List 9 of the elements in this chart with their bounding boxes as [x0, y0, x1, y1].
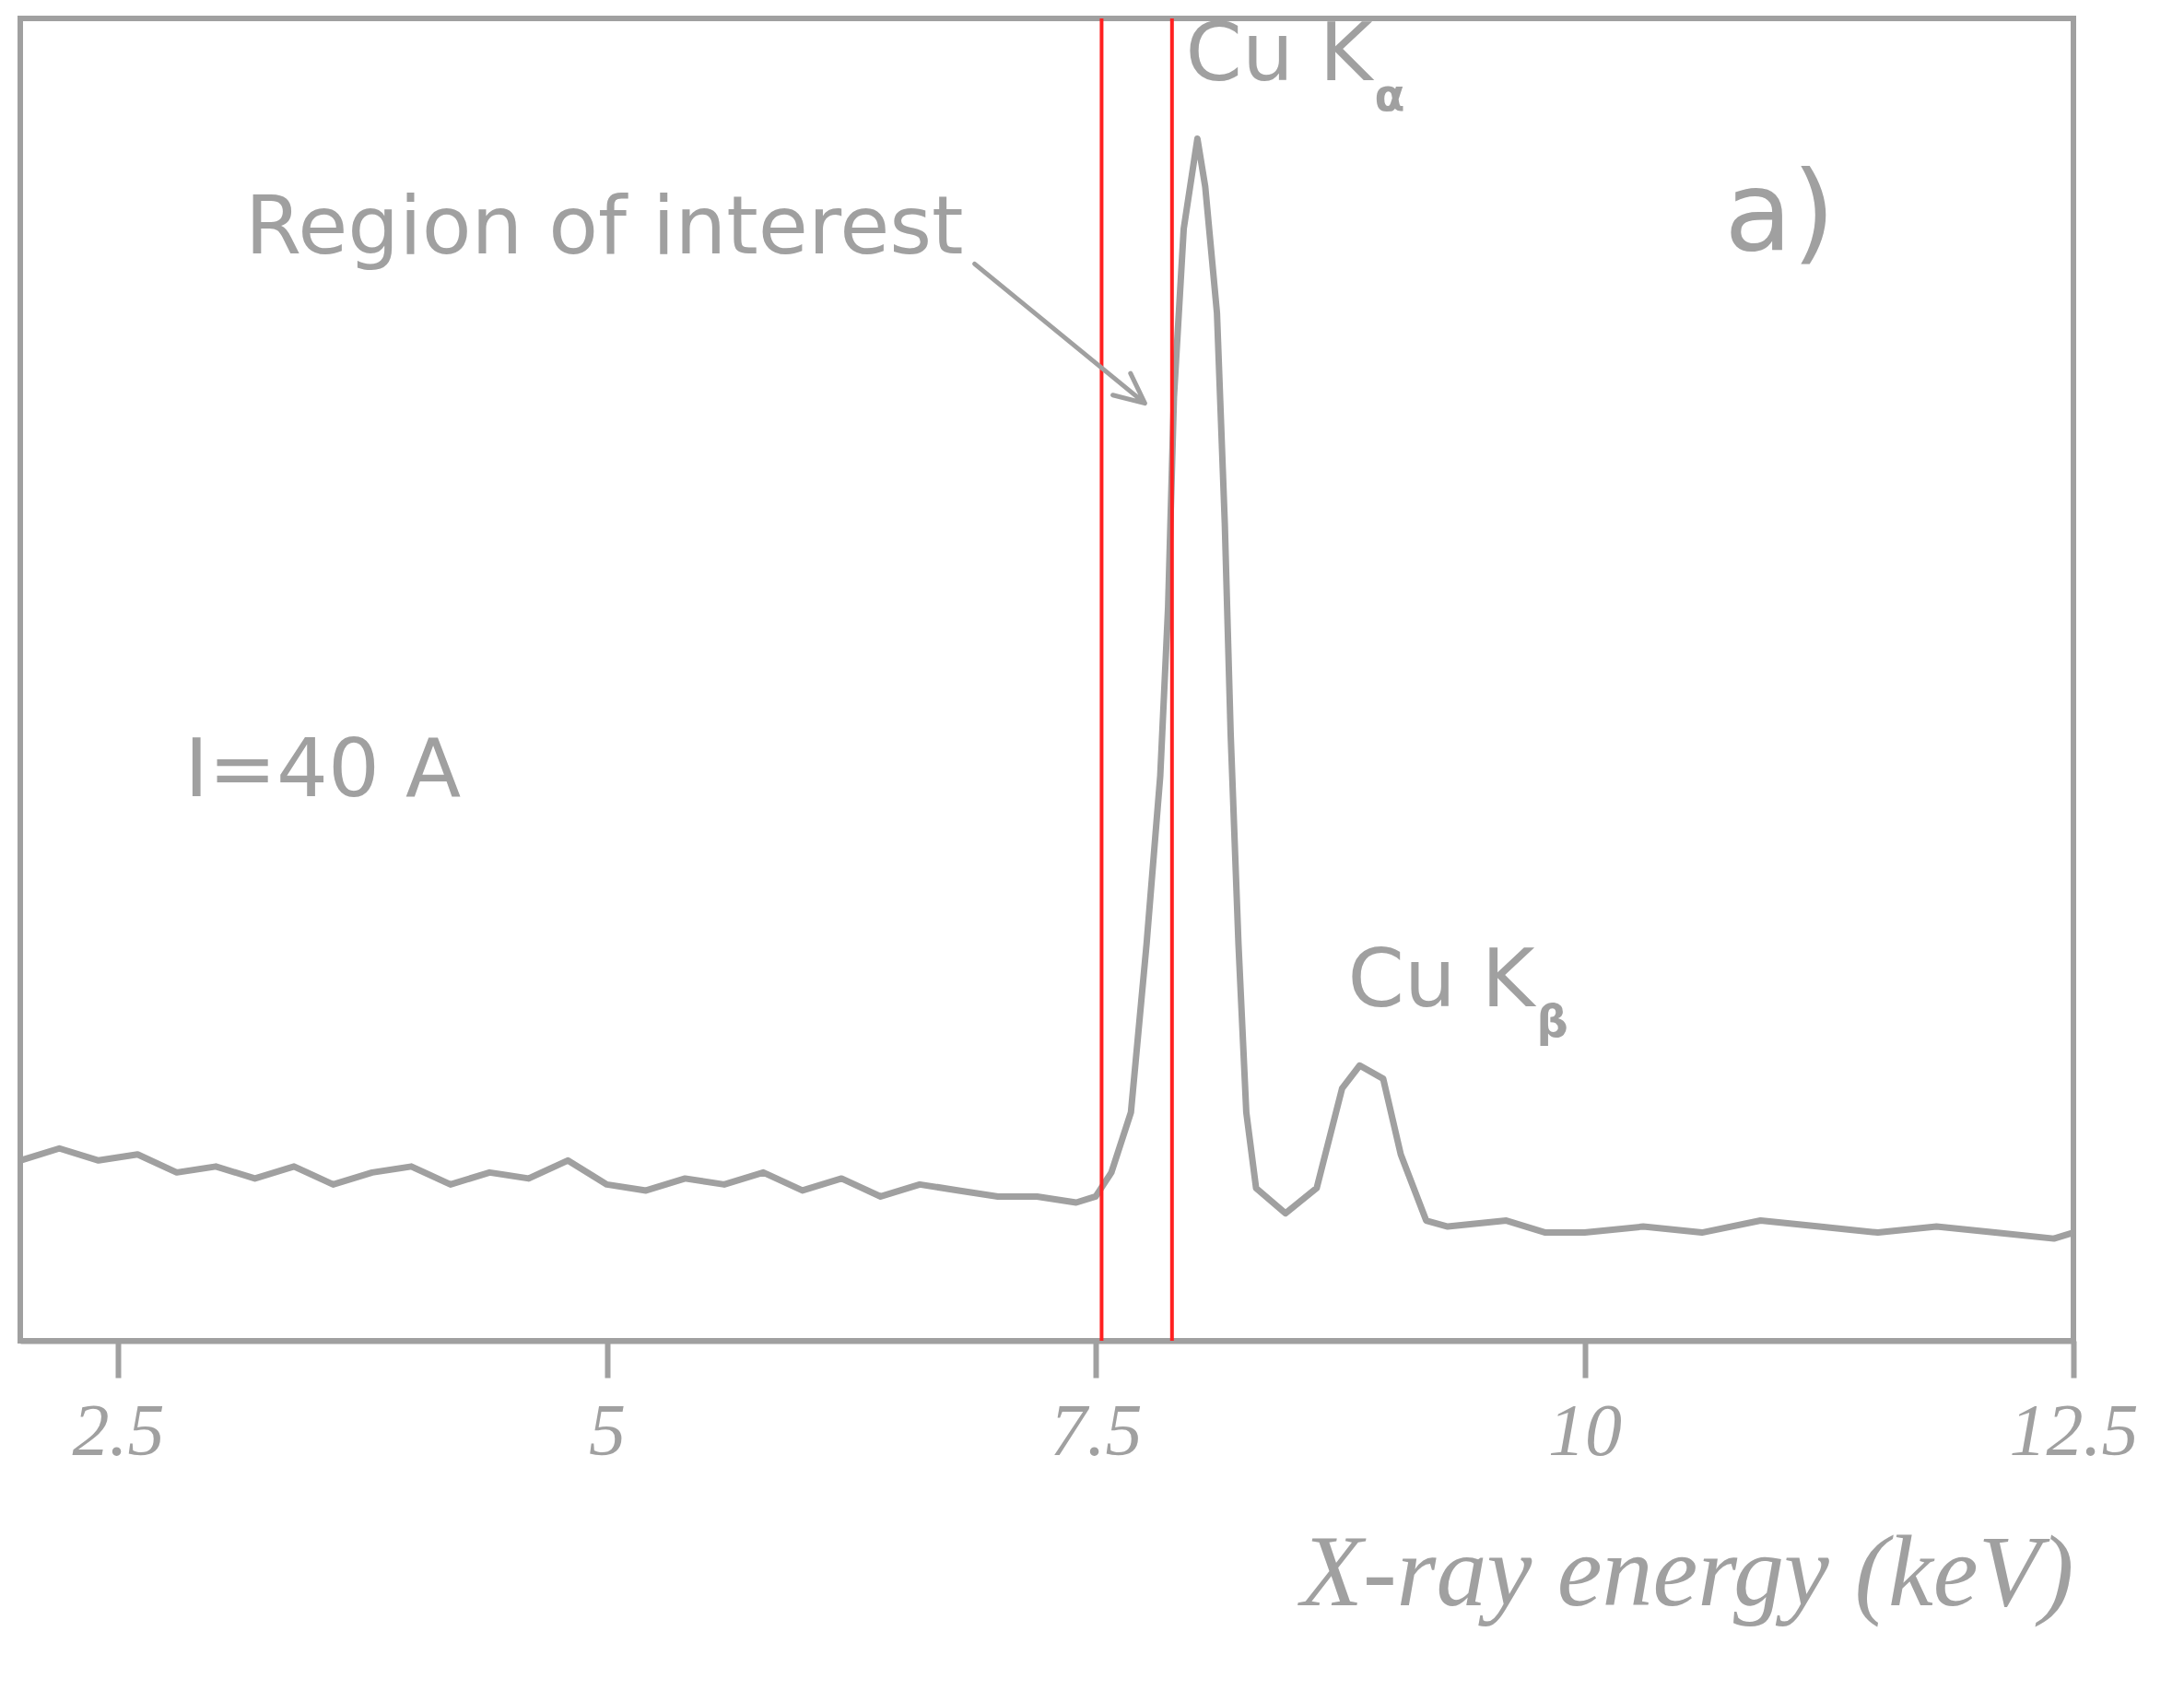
annotation: Region of interest — [245, 178, 964, 273]
x-tick-label: 2.5 — [72, 1389, 165, 1471]
x-tick-label: 5 — [589, 1389, 627, 1471]
annotation: a) — [1724, 147, 1836, 276]
x-tick-label: 10 — [1548, 1389, 1623, 1471]
x-tick-label: 7.5 — [1050, 1389, 1143, 1471]
annotation: I=40 A — [184, 720, 462, 816]
x-tick-label: 12.5 — [2009, 1389, 2139, 1471]
x-axis-title: X-ray energy (keV) — [1297, 1514, 2074, 1627]
